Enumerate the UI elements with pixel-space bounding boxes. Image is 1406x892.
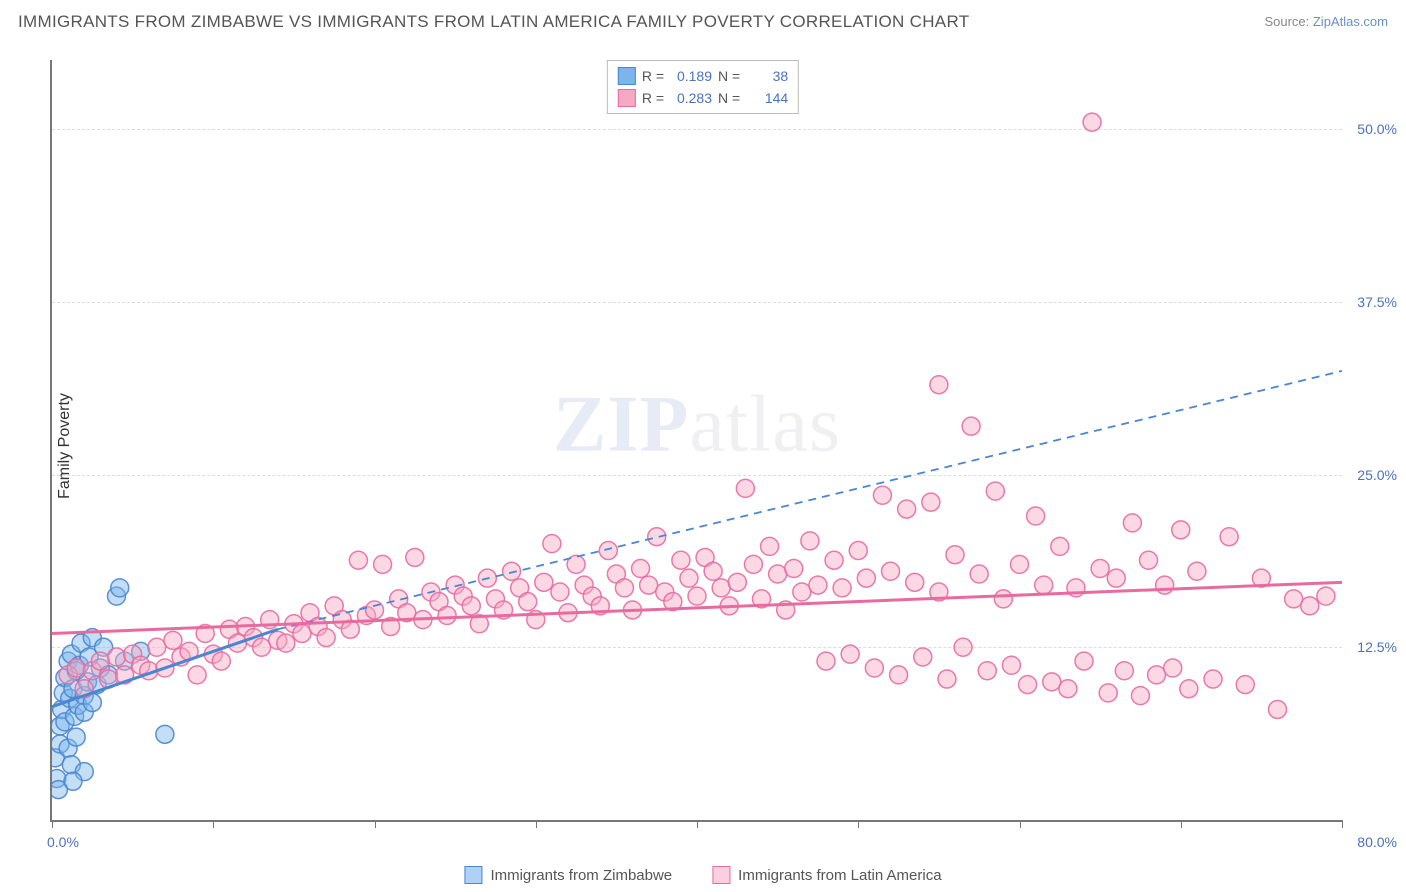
r-label: R = (642, 68, 664, 84)
scatter-svg (52, 60, 1342, 820)
ytick-label: 12.5% (1347, 639, 1397, 655)
legend: Immigrants from Zimbabwe Immigrants from… (464, 866, 941, 884)
r-value-latinamerica: 0.283 (670, 90, 712, 106)
stats-box: R = 0.189 N = 38 R = 0.283 N = 144 (607, 60, 799, 114)
n-label: N = (718, 90, 740, 106)
r-label: R = (642, 90, 664, 106)
source-credit: Source: ZipAtlas.com (1264, 14, 1388, 29)
xtick-label-right: 80.0% (1357, 834, 1397, 850)
r-value-zimbabwe: 0.189 (670, 68, 712, 84)
n-label: N = (718, 68, 740, 84)
xtick (1342, 820, 1343, 828)
xtick (1181, 820, 1182, 828)
legend-swatch-zimbabwe (464, 866, 482, 884)
n-value-zimbabwe: 38 (746, 68, 788, 84)
n-value-latinamerica: 144 (746, 90, 788, 106)
plot-area: ZIPatlas 12.5%25.0%37.5%50.0%0.0%80.0% (50, 60, 1342, 822)
xtick (213, 820, 214, 828)
xtick (1020, 820, 1021, 828)
xtick (858, 820, 859, 828)
stats-row-zimbabwe: R = 0.189 N = 38 (618, 65, 788, 87)
legend-item-latinamerica: Immigrants from Latin America (712, 866, 941, 884)
ytick-label: 50.0% (1347, 121, 1397, 137)
xtick (375, 820, 376, 828)
source-prefix: Source: (1264, 14, 1312, 29)
xtick (697, 820, 698, 828)
legend-label-latinamerica: Immigrants from Latin America (738, 867, 941, 884)
legend-item-zimbabwe: Immigrants from Zimbabwe (464, 866, 672, 884)
xtick (52, 820, 53, 828)
swatch-zimbabwe (618, 67, 636, 85)
xtick-label-left: 0.0% (47, 834, 79, 850)
stats-row-latinamerica: R = 0.283 N = 144 (618, 87, 788, 109)
swatch-latinamerica (618, 89, 636, 107)
legend-label-zimbabwe: Immigrants from Zimbabwe (490, 867, 672, 884)
legend-swatch-latinamerica (712, 866, 730, 884)
ytick-label: 25.0% (1347, 467, 1397, 483)
xtick (536, 820, 537, 828)
source-link[interactable]: ZipAtlas.com (1313, 14, 1388, 29)
ytick-label: 37.5% (1347, 294, 1397, 310)
chart-title: IMMIGRANTS FROM ZIMBABWE VS IMMIGRANTS F… (18, 12, 969, 32)
